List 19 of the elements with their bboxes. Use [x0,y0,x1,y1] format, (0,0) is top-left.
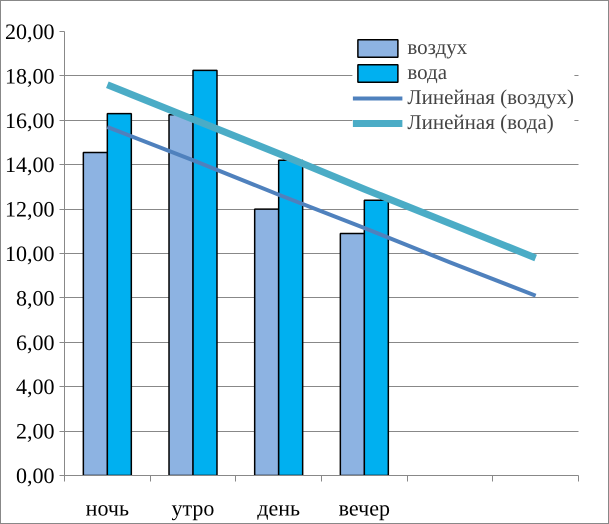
legend-label: Линейная (вода) [407,110,554,135]
x-tick-label: утро [172,496,214,520]
x-tick-label: ночь [86,496,129,520]
y-tick-label: 18,00 [5,63,54,88]
y-tick-label: 8,00 [16,285,54,310]
legend-label: Линейная (воздух) [407,85,574,110]
x-tick-label: день [257,496,300,520]
y-tick-label: 0,00 [16,463,54,488]
y-tick-label: 12,00 [5,196,54,222]
y-tick-label: 16,00 [5,108,54,133]
x-tick-label: вечер [338,496,390,520]
y-tick-label: 2,00 [16,418,54,444]
y-tick-label: 6,00 [16,330,54,355]
y-tick-label: 20,00 [5,19,54,44]
legend-label: вода [407,60,448,85]
legend-label: воздух [407,35,468,60]
y-tick-label: 14,00 [5,152,54,178]
y-tick-label: 10,00 [5,241,54,266]
y-tick-label: 4,00 [16,374,54,400]
